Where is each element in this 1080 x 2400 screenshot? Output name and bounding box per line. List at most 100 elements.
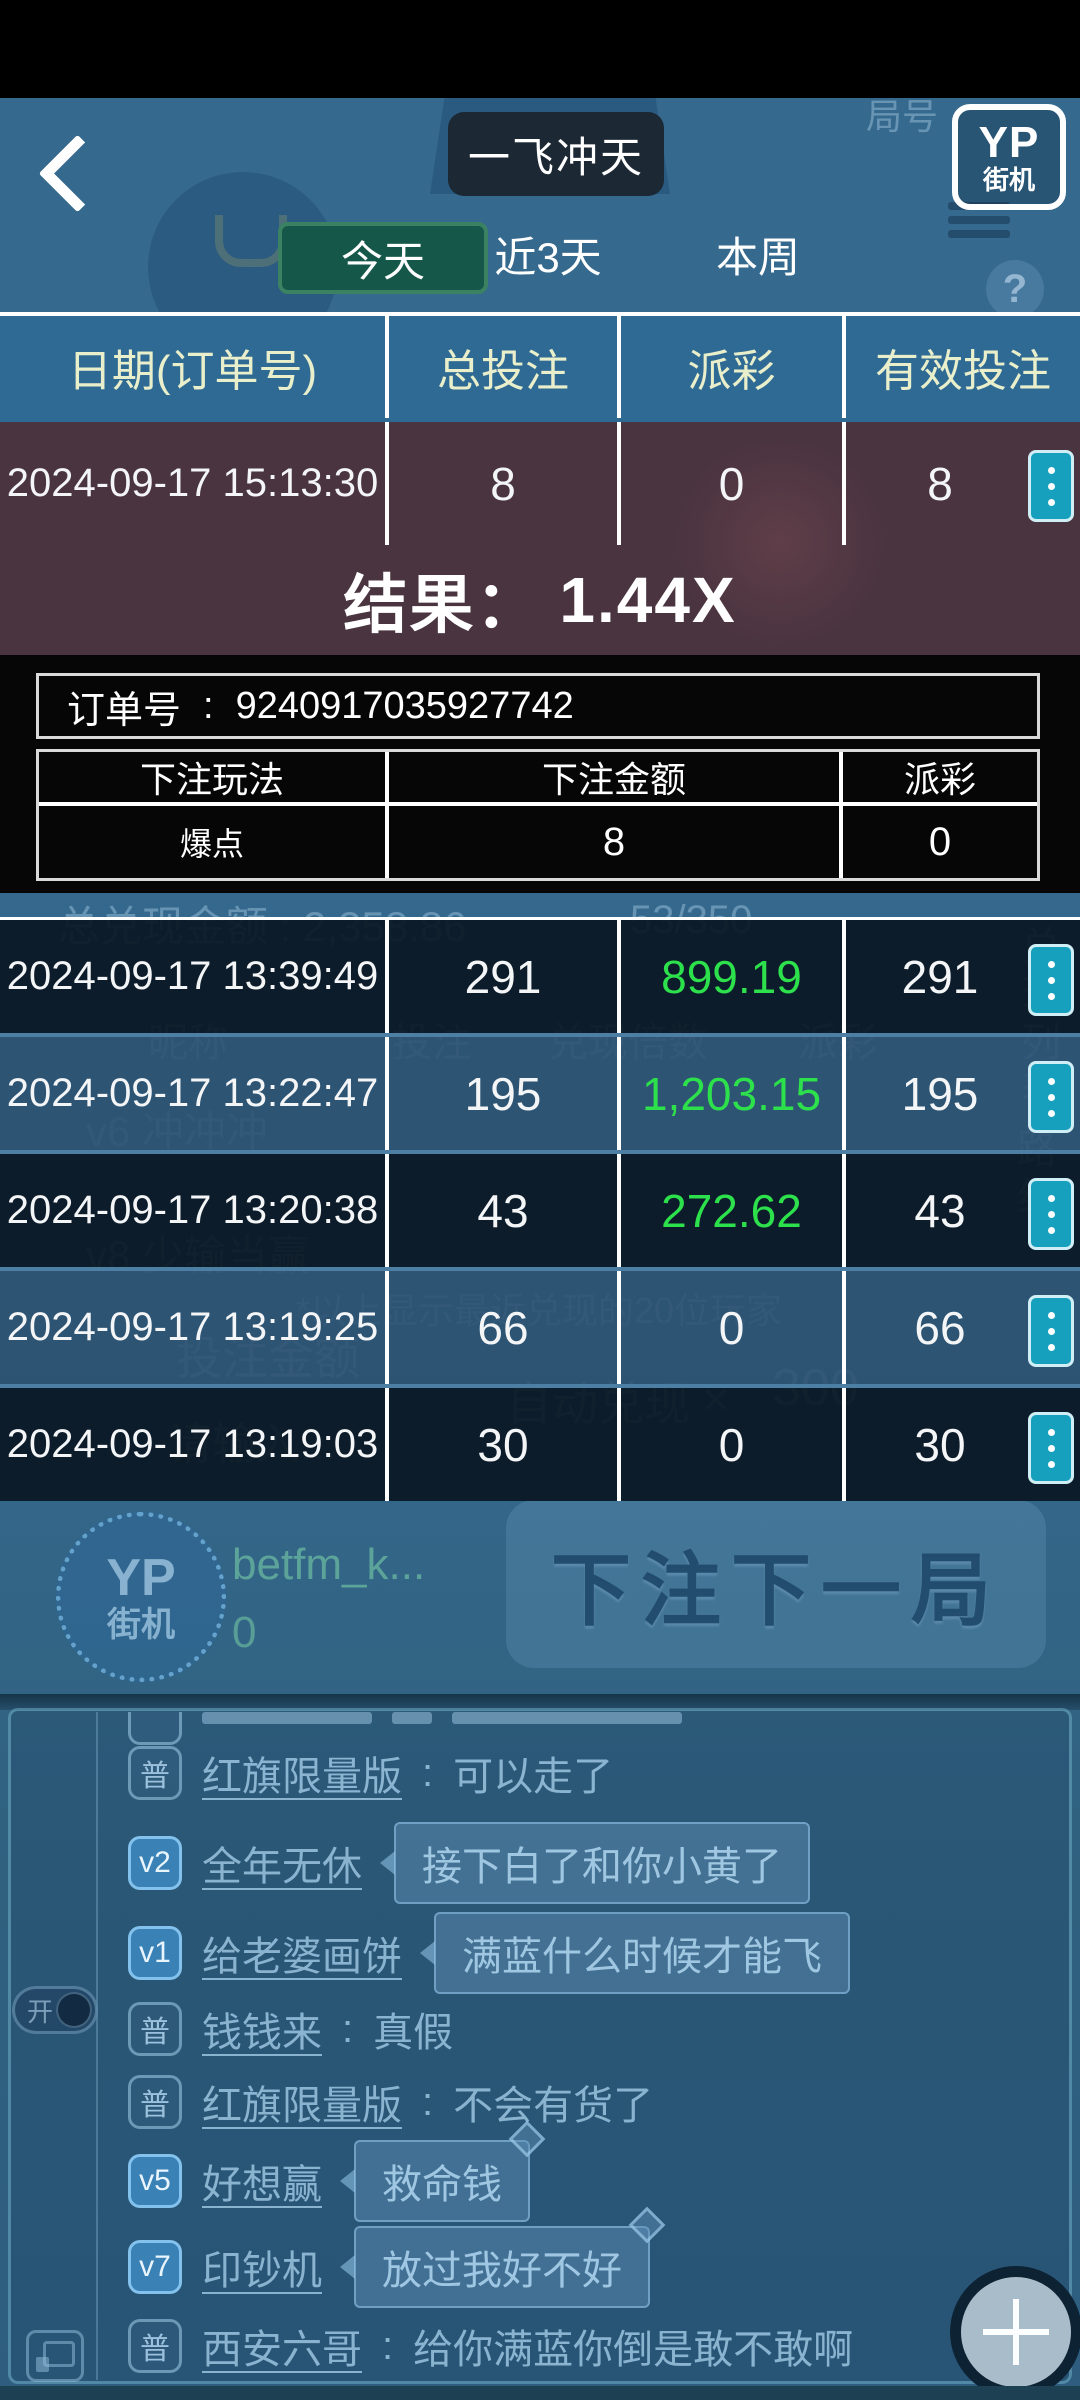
row-menu-button[interactable] (1028, 1178, 1074, 1250)
bottom-edge-bar (0, 2386, 1080, 2400)
cell-payout: 1,203.15 (641, 1067, 822, 1120)
cell-valid-bet: 43 (914, 1184, 966, 1237)
chat-text: 真假 (373, 2011, 454, 2055)
chat-bubble: 放过我好不好 (354, 2206, 666, 2308)
chat-badge: v2 (128, 1836, 182, 1890)
row-menu-button[interactable] (1028, 1412, 1074, 1484)
row-menu-button[interactable] (1028, 944, 1074, 1016)
help-icon: ? (986, 260, 1044, 318)
cell-date: 2024-09-17 15:13:30 (6, 461, 379, 505)
cell-payout: 0 (718, 457, 745, 510)
chat-colon: : (422, 2079, 434, 2124)
table-row-selected[interactable]: 2024-09-17 15:13:30 8 0 8 (0, 422, 1080, 545)
chat-message: 普 西安六哥 : 给你满蓝你倒是敢不敢啊 (128, 2316, 853, 2376)
table-row[interactable]: 2024-09-17 13:19:25 66 0 66 (0, 1271, 1080, 1384)
cell-payout: 272.62 (661, 1184, 802, 1237)
col-detail-payout: 派彩 (903, 759, 976, 800)
order-detail-table: 下注玩法 下注金额 派彩 爆点 8 0 (36, 749, 1040, 881)
bets-history-list: 2024-09-17 13:39:49 291 899.19 291 2024-… (0, 917, 1080, 1501)
chat-message: v1 给老婆画饼 满蓝什么时候才能飞 (128, 1912, 850, 1994)
chat-badge: 普 (128, 2075, 182, 2129)
chat-message: v5 好想赢 救命钱 (128, 2120, 546, 2222)
cell-total-bet: 43 (477, 1184, 529, 1237)
bets-table-header: 日期(订单号) 总投注 派彩 有效投注 (0, 312, 1080, 430)
lock-icon (36, 2357, 49, 2372)
chat-rail-divider (96, 1712, 98, 2380)
tab-last-3-days[interactable]: 近3天 (494, 233, 602, 281)
chat-badge: v5 (128, 2154, 182, 2208)
chat-bubble: 接下白了和你小黄了 (394, 1822, 810, 1904)
order-detail-header: 下注玩法 下注金额 派彩 (39, 752, 1037, 806)
status-bar (0, 0, 1080, 98)
chat-bubble: 救命钱 (354, 2120, 546, 2222)
clipped-chat-message (128, 1712, 828, 1748)
tab-today[interactable]: 今天 (278, 222, 488, 294)
cell-bet-amount: 8 (602, 819, 626, 864)
cell-total-bet: 291 (464, 950, 542, 1003)
order-number-value: 9240917035927742 (235, 684, 574, 727)
table-row[interactable]: 2024-09-17 13:19:03 30 0 30 (0, 1388, 1080, 1501)
chat-message: 普 钱钱来 : 真假 (128, 1999, 453, 2059)
table-row[interactable]: 2024-09-17 13:39:49 291 899.19 291 (0, 920, 1080, 1033)
chat-toggle[interactable]: 开 (12, 1986, 98, 2034)
row-menu-button[interactable] (1028, 450, 1074, 522)
cell-valid-bet: 66 (914, 1301, 966, 1354)
cell-date: 2024-09-17 13:39:49 (6, 954, 379, 998)
selected-bet-block[interactable]: 2024-09-17 15:13:30 8 0 8 结果： 1.44X (0, 422, 1080, 655)
chat-username[interactable]: 红旗限量版 (202, 1755, 402, 1799)
cell-payout: 0 (718, 1418, 745, 1471)
chat-badge (128, 1712, 182, 1745)
chat-text: 可以走了 (453, 1755, 614, 1799)
row-menu-button[interactable] (1028, 1295, 1074, 1367)
chat-bubble: 满蓝什么时候才能飞 (434, 1912, 850, 1994)
chat-username[interactable]: 钱钱来 (202, 2011, 322, 2055)
back-chevron-icon (38, 134, 116, 212)
chat-text: 给你满蓝你倒是敢不敢啊 (413, 2328, 854, 2372)
trophy-cup-icon (215, 215, 287, 267)
cell-valid-bet: 195 (901, 1067, 979, 1120)
col-play-type: 下注玩法 (139, 759, 284, 800)
chat-badge: 普 (128, 1746, 182, 1800)
yp-arcade-logo: YP 街机 (952, 104, 1066, 210)
toggle-knob-icon (56, 1992, 92, 2028)
cell-payout: 0 (718, 1301, 745, 1354)
chat-message: 普 红旗限量版 : 不会有货了 (128, 2072, 653, 2132)
table-row[interactable]: 2024-09-17 13:20:38 43 272.62 43 (0, 1154, 1080, 1267)
table-row[interactable]: 2024-09-17 13:22:47 195 1,203.15 195 (0, 1037, 1080, 1150)
chat-username[interactable]: 全年无休 (202, 1845, 362, 1889)
add-button[interactable] (950, 2266, 1080, 2398)
chat-username[interactable]: 红旗限量版 (202, 2084, 402, 2128)
chat-colon: : (382, 2323, 394, 2368)
col-bet-amount: 下注金额 (541, 759, 686, 800)
cell-total-bet: 8 (490, 457, 516, 510)
ghost-round-number: 局号 (866, 96, 939, 137)
player-name: betfm_k... (232, 1540, 426, 1589)
chat-badge: v1 (128, 1926, 182, 1980)
cell-date: 2024-09-17 13:19:25 (6, 1305, 379, 1349)
order-number-box: 订单号 : 9240917035927742 (36, 673, 1040, 739)
chat-toggle-label: 开 (27, 1996, 54, 2027)
tab-this-week[interactable]: 本周 (715, 233, 800, 281)
result-label: 结果： (343, 569, 542, 641)
cell-valid-bet: 291 (901, 950, 979, 1003)
chat-message: v7 印钞机 放过我好不好 (128, 2206, 666, 2308)
chat-colon: : (342, 2006, 354, 2051)
chat-username[interactable]: 西安六哥 (202, 2328, 362, 2372)
cell-payout: 899.19 (661, 950, 802, 1003)
row-menu-button[interactable] (1028, 1061, 1074, 1133)
col-date-order: 日期(订单号) (67, 347, 318, 396)
cell-play-type: 爆点 (179, 826, 244, 862)
cell-detail-payout: 0 (928, 819, 952, 864)
chat-username[interactable]: 给老婆画饼 (202, 1935, 402, 1979)
chat-mute-button[interactable] (26, 2330, 84, 2382)
cell-date: 2024-09-17 13:19:03 (6, 1422, 379, 1466)
page-title: 一飞冲天 (448, 112, 664, 196)
chat-username[interactable]: 印钞机 (202, 2249, 322, 2293)
chat-badge: v7 (128, 2240, 182, 2294)
cell-total-bet: 30 (477, 1418, 529, 1471)
back-button[interactable] (38, 128, 116, 218)
player-balance: 0 (232, 1608, 257, 1657)
chat-username[interactable]: 好想赢 (202, 2163, 322, 2207)
order-detail-panel: 订单号 : 9240917035927742 下注玩法 下注金额 派彩 爆点 8… (0, 655, 1080, 893)
chat-badge: 普 (128, 2319, 182, 2373)
